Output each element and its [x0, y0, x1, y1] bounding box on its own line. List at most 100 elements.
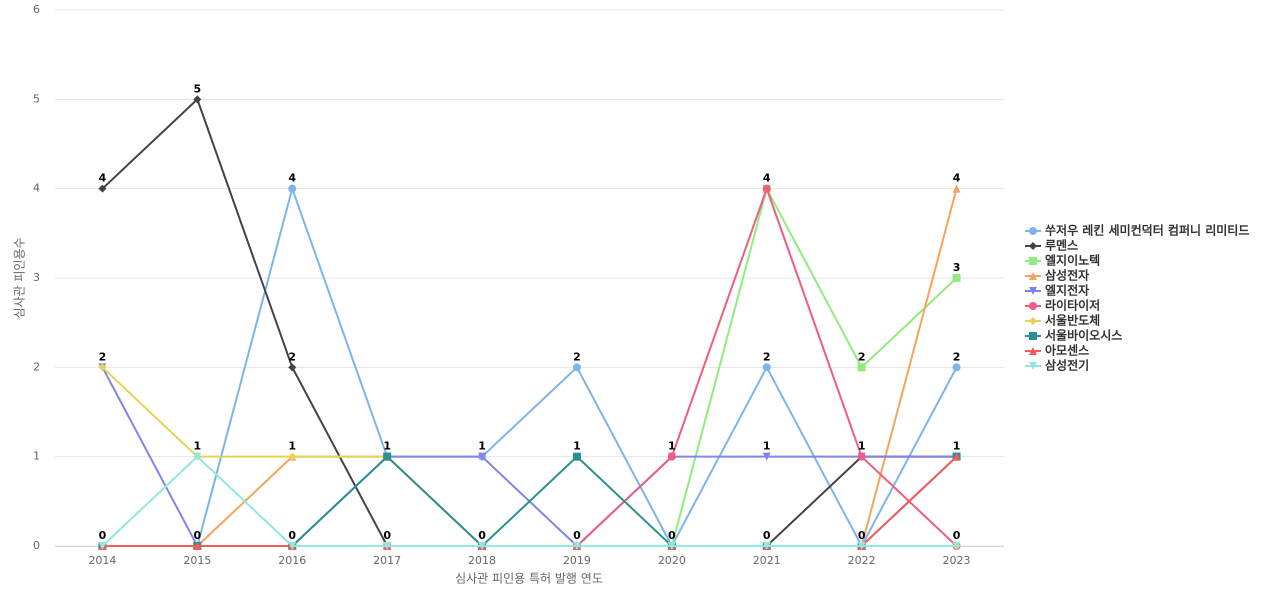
marker — [193, 95, 202, 104]
legend-item[interactable]: 삼성전기 — [1025, 358, 1089, 373]
x-tick-label: 2019 — [563, 554, 591, 567]
x-tick-label: 2022 — [848, 554, 876, 567]
data-label: 2 — [953, 350, 961, 363]
data-label: 2 — [858, 350, 866, 363]
y-tick-label: 0 — [33, 539, 40, 552]
marker — [952, 542, 961, 550]
legend-label: 엘지전자 — [1045, 283, 1089, 298]
data-label: 0 — [953, 529, 961, 542]
marker — [952, 184, 961, 193]
data-label: 2 — [573, 350, 581, 363]
x-tick-label: 2014 — [88, 554, 116, 567]
legend-item[interactable]: 루멘스 — [1025, 238, 1078, 253]
data-label: 3 — [953, 261, 961, 274]
y-tick-label: 2 — [33, 360, 40, 373]
marker — [572, 363, 581, 372]
marker — [762, 452, 771, 461]
marker — [383, 452, 392, 461]
data-label: 0 — [99, 529, 107, 542]
series — [98, 95, 961, 550]
data-label: 1 — [288, 440, 296, 453]
legend-item[interactable]: 아모센스 — [1025, 343, 1089, 358]
data-label: 1 — [763, 440, 771, 453]
series-line — [102, 455, 958, 548]
legend-item[interactable]: 삼성전자 — [1025, 268, 1089, 283]
legend-item[interactable]: 엘지이노텍 — [1025, 253, 1100, 268]
legend-label: 라이타이저 — [1045, 298, 1100, 313]
legend-label: 아모센스 — [1045, 343, 1089, 358]
series — [98, 452, 961, 550]
y-tick-label: 4 — [33, 182, 40, 195]
marker — [952, 274, 961, 282]
marker — [1029, 317, 1037, 325]
data-label: 2 — [99, 350, 107, 363]
marker — [857, 542, 866, 550]
y-tick-label: 6 — [33, 3, 40, 16]
y-tick-label: 3 — [33, 271, 40, 284]
legend-item[interactable]: 라이타이저 — [1025, 298, 1100, 313]
data-label: 4 — [288, 172, 296, 185]
marker — [762, 363, 771, 372]
data-label: 1 — [194, 440, 202, 453]
marker — [383, 542, 392, 550]
data-label: 1 — [668, 440, 676, 453]
marker — [667, 452, 676, 461]
marker — [762, 184, 771, 193]
x-axis-title: 심사관 피인용 특허 발행 연도 — [455, 571, 603, 586]
marker — [288, 184, 297, 193]
data-label: 0 — [668, 529, 676, 542]
marker — [193, 542, 202, 550]
x-tick-label: 2023 — [943, 554, 971, 567]
legend-item[interactable]: 쑤저우 레킨 세미컨덕터 컴퍼니 리미티드 — [1025, 223, 1249, 238]
legend-label: 삼성전기 — [1045, 358, 1089, 373]
data-label: 1 — [573, 440, 581, 453]
marker — [1029, 257, 1037, 265]
marker — [952, 363, 961, 372]
data-label: 0 — [763, 529, 771, 542]
marker — [857, 363, 866, 372]
data-label: 4 — [953, 172, 961, 185]
marker — [1029, 347, 1037, 355]
data-label: 1 — [478, 440, 486, 453]
legend-item[interactable]: 엘지전자 — [1025, 283, 1089, 298]
legend-item[interactable]: 서울반도체 — [1025, 313, 1100, 328]
y-axis-title: 심사관 피인용수 — [13, 237, 27, 318]
marker — [98, 542, 107, 550]
x-tick-label: 2018 — [468, 554, 496, 567]
series — [98, 452, 961, 550]
legend-item[interactable]: 서울바이오시스 — [1025, 328, 1122, 343]
marker — [572, 542, 581, 550]
data-label: 0 — [478, 529, 486, 542]
marker — [478, 452, 487, 461]
data-label: 1 — [858, 440, 866, 453]
marker — [288, 542, 297, 550]
marker — [1029, 242, 1037, 250]
marker — [1029, 287, 1037, 295]
data-label: 2 — [288, 350, 296, 363]
marker — [288, 363, 297, 372]
data-label: 4 — [99, 172, 107, 185]
legend-label: 루멘스 — [1045, 238, 1078, 253]
legend-label: 서울바이오시스 — [1045, 328, 1122, 343]
data-label: 0 — [383, 529, 391, 542]
marker — [572, 452, 581, 461]
x-tick-label: 2021 — [753, 554, 781, 567]
marker — [1029, 332, 1037, 340]
data-label: 0 — [858, 529, 866, 542]
marker — [1029, 302, 1037, 310]
marker — [857, 452, 866, 461]
marker — [193, 452, 202, 461]
marker — [98, 184, 107, 193]
marker — [1029, 362, 1037, 370]
y-tick-label: 1 — [33, 450, 40, 463]
y-tick-label: 5 — [33, 92, 40, 105]
x-tick-label: 2020 — [658, 554, 686, 567]
x-tick-label: 2015 — [183, 554, 211, 567]
x-tick-label: 2016 — [278, 554, 306, 567]
marker — [478, 542, 487, 550]
data-label: 2 — [763, 350, 771, 363]
legend-label: 서울반도체 — [1045, 313, 1100, 328]
data-label: 1 — [383, 440, 391, 453]
legend-label: 삼성전자 — [1045, 268, 1089, 283]
data-label: 1 — [953, 440, 961, 453]
